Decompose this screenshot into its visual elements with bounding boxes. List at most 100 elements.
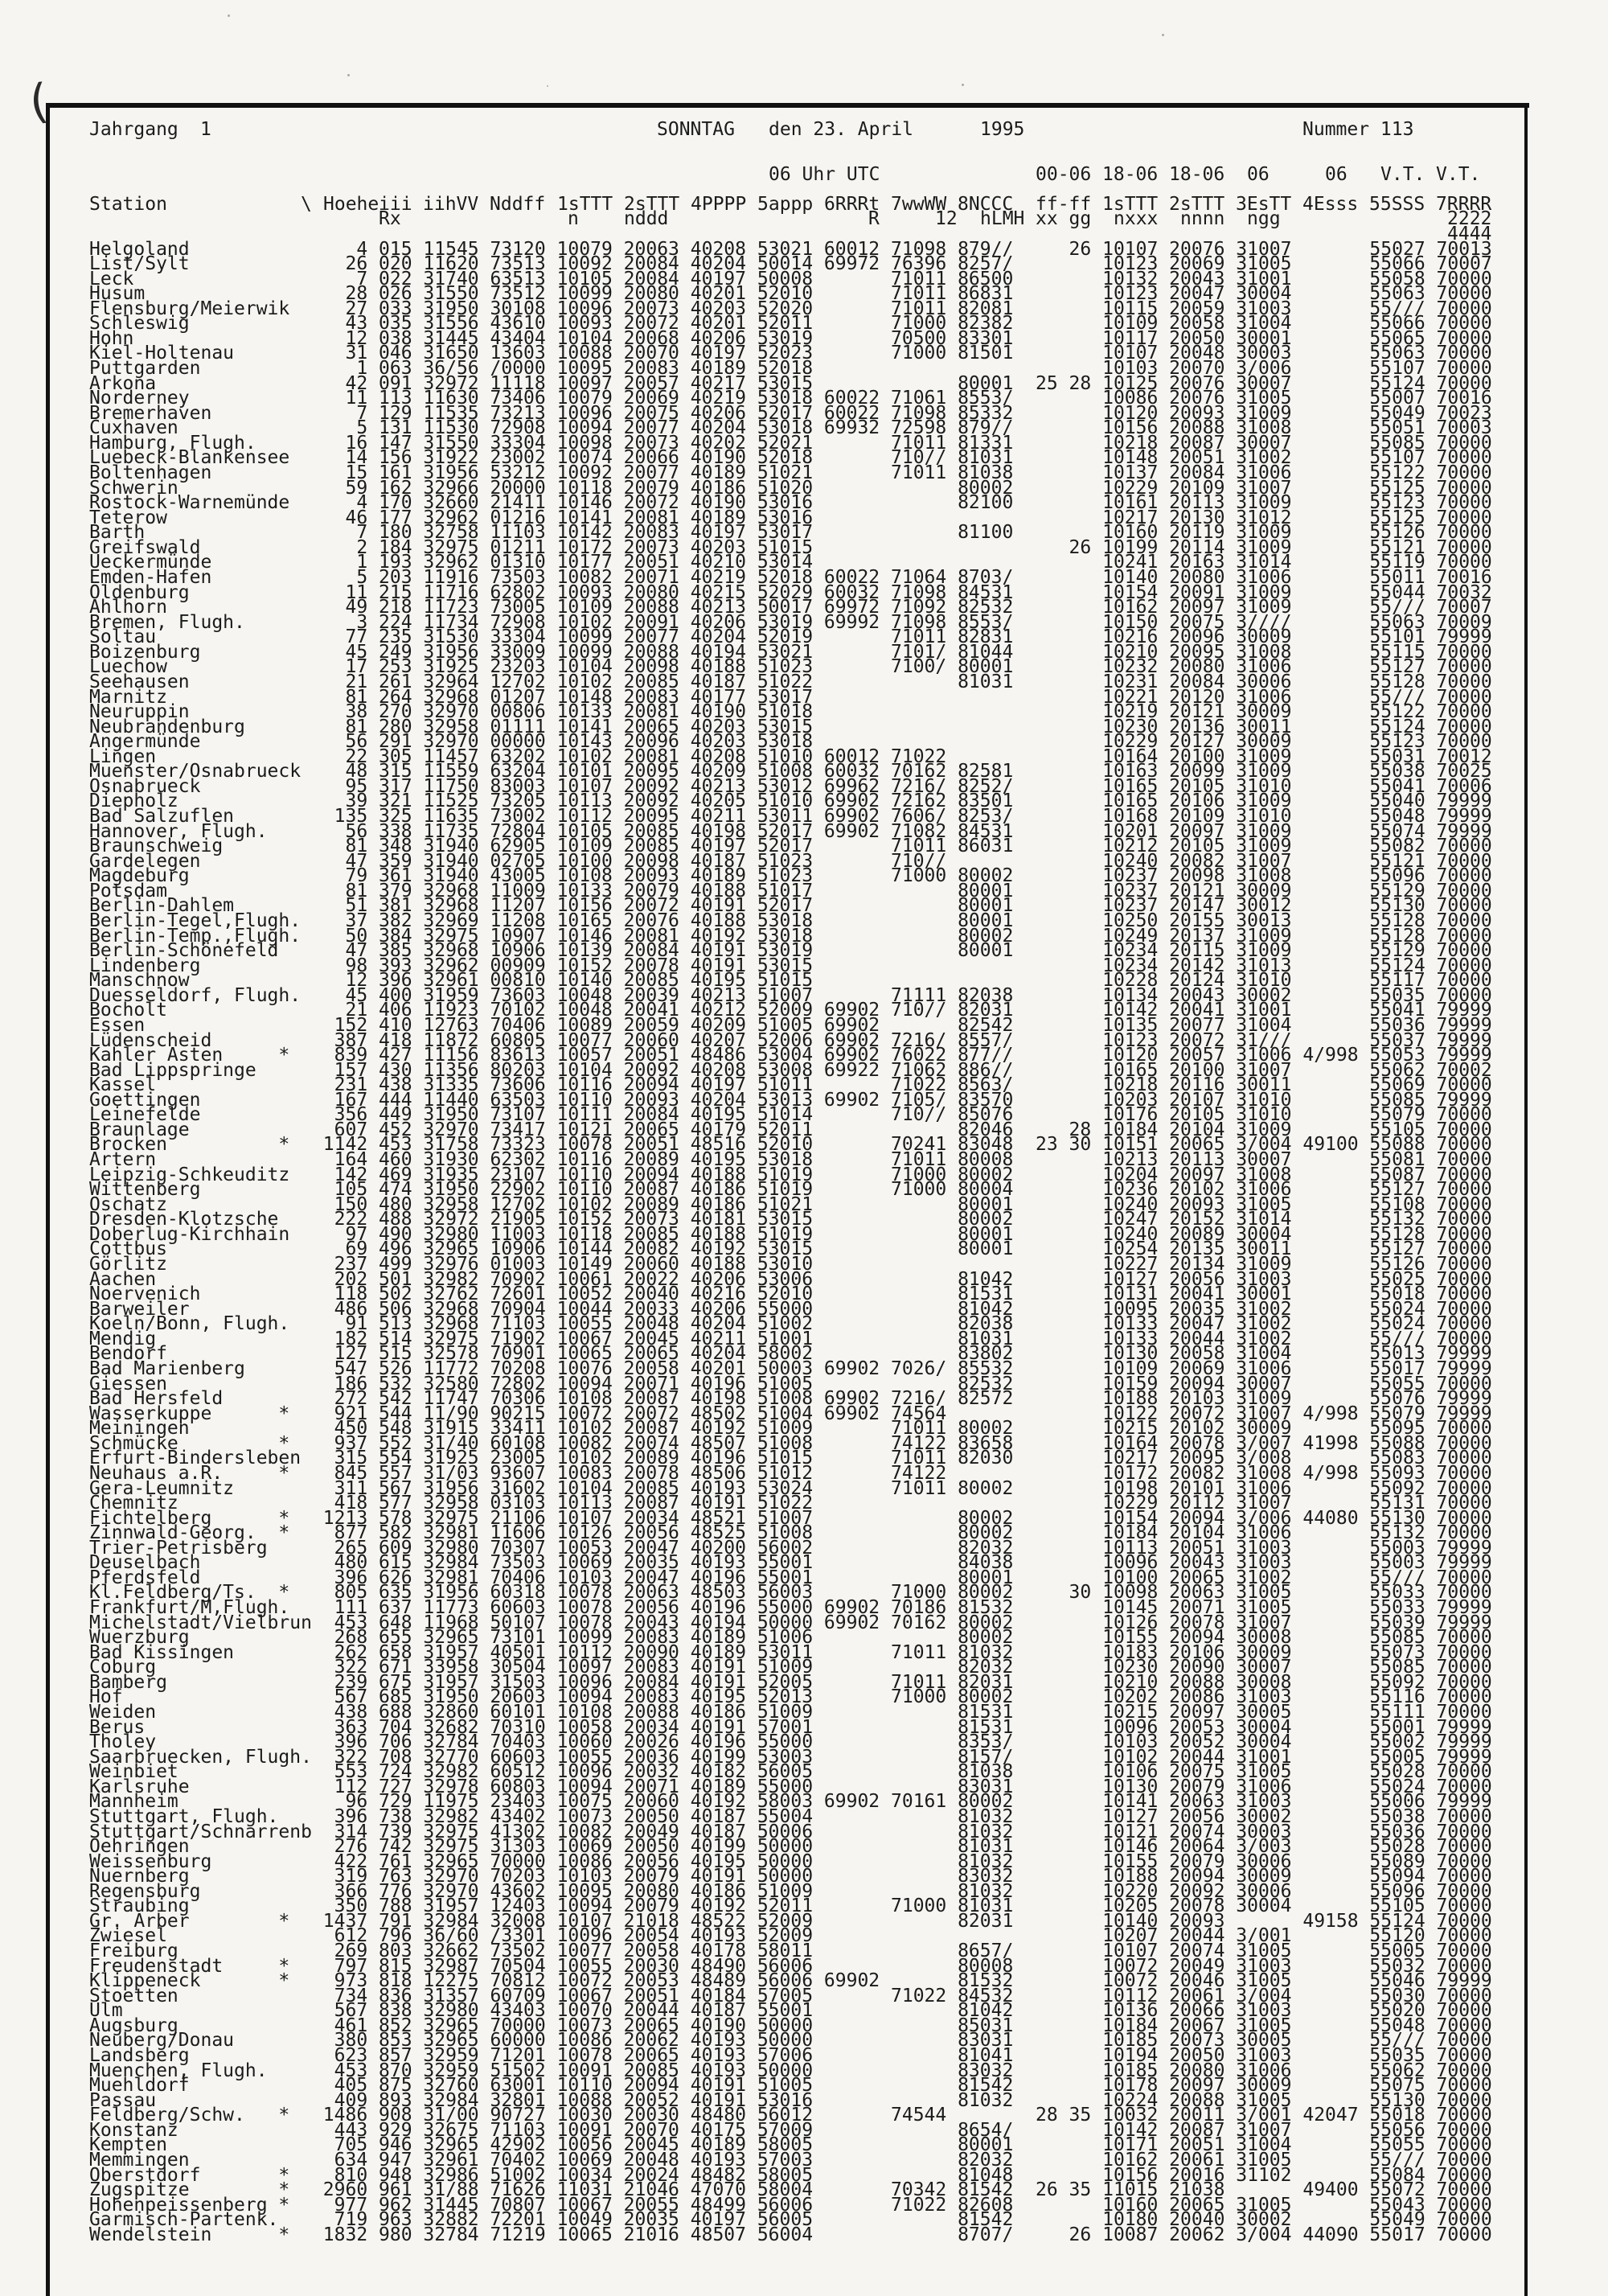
table-row: Trier-Petrisberg 265 609 32980 70307 100… (89, 1537, 1492, 1559)
col-iii: iii (379, 193, 412, 215)
table-row: Wittenberg 105 474 31950 22902 10110 200… (89, 1179, 1492, 1201)
table-row: Bremerhaven 7 129 11535 73213 10096 2007… (89, 402, 1492, 424)
table-row: Bad Hersfeld 272 542 11747 70306 10108 2… (89, 1388, 1492, 1410)
table-row: Görlitz 237 499 32976 01003 10149 20060 … (89, 1254, 1492, 1275)
table-row: Ahlhorn 49 218 11723 73005 10109 20088 4… (89, 597, 1492, 618)
table-row: Manschnow 12 396 32961 00810 10140 20085… (89, 970, 1492, 992)
table-row: Bad Marienberg 547 526 11772 70208 10076… (89, 1357, 1492, 1379)
table-row: Garmisch-Partenk. 719 963 32882 72201 10… (89, 2209, 1492, 2231)
table-row: Bremen, Flugh. 3 224 11734 72908 10102 2… (89, 611, 1492, 633)
table-row: Bamberg 239 675 31957 31503 10096 20084 … (89, 1671, 1492, 1693)
table-row: Wuerzburg 268 655 32965 73101 10099 2008… (89, 1627, 1492, 1649)
sub-hlmh: hLMH (980, 208, 1025, 230)
table-row: Hannover, Flugh. 56 338 11735 72804 1010… (89, 820, 1492, 842)
col-nddff: Nddff (490, 193, 546, 215)
table-row: Weissenburg 422 761 32965 70000 10086 20… (89, 1850, 1492, 1872)
handwritten-paren-mark: ( (21, 72, 55, 130)
table-row: Teterow 46 177 32962 01216 10141 20081 4… (89, 507, 1492, 528)
table-row: Cuxhaven 5 131 11530 72908 10094 20077 4… (89, 417, 1492, 439)
table-row: Aachen 202 501 32982 70902 10061 20022 4… (89, 1268, 1492, 1290)
table-row: Angermünde 56 291 32970 00000 10143 2009… (89, 731, 1492, 753)
table-row: Helgoland 4 015 11545 73120 10079 20063 … (89, 238, 1492, 260)
page-border-top (48, 103, 1529, 108)
jahrgang-label: Jahrgang (89, 119, 178, 140)
table-row: Puttgarden 1 063 36/56 /0000 10095 20083… (89, 358, 1492, 380)
table-row: Passau 409 893 32984 32801 10088 20052 4… (89, 2089, 1492, 2111)
table-row: Braunschweig 81 348 31940 62905 10109 20… (89, 836, 1492, 857)
table-row: Lüdenscheid 387 418 11872 60805 10077 20… (89, 1029, 1492, 1051)
title-line: Jahrgang 1 SONNTAG den 23. April 1995 Nu… (89, 121, 1413, 138)
scan-speckle (1162, 34, 1164, 36)
col-2sttt: 2sTTT (624, 193, 680, 215)
table-row: Regensburg 366 776 32970 43602 10095 200… (89, 1880, 1492, 1902)
table-row: Leinefelde 356 449 31950 73107 10111 200… (89, 1104, 1492, 1126)
table-row: Leipzig-Schkeuditz 142 469 31935 23107 1… (89, 1164, 1492, 1185)
tick-mark: \ (301, 193, 312, 215)
table-row: Oehringen 276 742 32975 31303 10069 2005… (89, 1836, 1492, 1858)
table-row: Barweiler 486 506 32968 70904 10044 2003… (89, 1298, 1492, 1320)
table-row: Karlsruhe 112 727 32978 60803 10094 2007… (89, 1776, 1492, 1797)
table-row: Muenchen, Flugh. 453 870 32959 51502 100… (89, 2060, 1492, 2081)
table-row: Berlin-Dahlem 51 381 32968 11207 10156 2… (89, 895, 1492, 917)
table-row: Neuberg/Donau 380 853 32965 60000 10086 … (89, 2030, 1492, 2052)
table-row: Braunlage 607 452 32970 73417 10121 2006… (89, 1119, 1492, 1140)
col-4pppp: 4PPPP (691, 193, 747, 215)
col-station: Station (89, 193, 167, 215)
table-row: Essen 152 410 12763 70406 10089 20059 40… (89, 1014, 1492, 1036)
table-row: Marnitz 81 264 32968 01207 10148 20083 4… (89, 686, 1492, 708)
sub-4444: 4444 (1447, 223, 1492, 244)
issue-number: Nummer 113 (1302, 119, 1414, 140)
table-row: Giessen 186 532 32580 72802 10094 20071 … (89, 1373, 1492, 1394)
table-row: Bad Kissingen 262 658 31957 40501 10112 … (89, 1641, 1492, 1663)
table-row: Muehldorf 405 875 32760 63001 10110 2009… (89, 2075, 1492, 2097)
page-border-right (1524, 103, 1528, 2296)
period-18-06: 18-06 (1102, 163, 1159, 185)
table-row: List/Sylt 26 020 11620 73513 10092 20084… (89, 253, 1492, 275)
table-row: Noervenich 118 502 32762 72601 10052 200… (89, 1284, 1492, 1305)
date: den 23. April (769, 119, 914, 140)
table-row: Flensburg/Meierwik 27 033 31950 30108 10… (89, 298, 1492, 319)
col-ffff: ff-ff (1036, 193, 1092, 215)
table-row: Bad Lippspringe 157 430 11356 80203 1010… (89, 1059, 1492, 1081)
table-row: Saarbruecken, Flugh. 322 708 32770 60603… (89, 1746, 1492, 1768)
table-row: Hamburg, Flugh. 16 147 31550 33304 10098… (89, 432, 1492, 454)
col-3estt: 3EsTT (1236, 193, 1292, 215)
table-row: Stoetten 734 836 31357 60709 10067 20051… (89, 1985, 1492, 2006)
col-4esss: 4Esss (1302, 193, 1359, 215)
table-row: Konstanz 443 929 32675 71103 10091 20070… (89, 2119, 1492, 2141)
col-2sttt-2: 2sTTT (1169, 193, 1225, 215)
table-row: Dresden-Klotzsche 222 488 32972 21905 10… (89, 1209, 1492, 1230)
table-row: Bendorf 127 515 32578 70901 10065 20065 … (89, 1343, 1492, 1365)
table-row: Gr. Arber * 1437 791 32984 32008 10107 2… (89, 1910, 1492, 1932)
col-1sttt-2: 1sTTT (1102, 193, 1159, 215)
table-row: Zwiesel 612 796 36/60 /3301 10096 20054 … (89, 1925, 1492, 1947)
table-row: Freiburg 269 803 32662 73502 10077 20058… (89, 1941, 1492, 1962)
table-row: Brocken * 1142 453 31758 73323 10078 200… (89, 1134, 1492, 1156)
table-row: Augsburg 461 852 32965 70000 10073 20065… (89, 2015, 1492, 2036)
table-row: Luechow 17 253 31925 23203 10104 20098 4… (89, 656, 1492, 678)
table-row: Weiden 438 688 32860 60101 10108 20088 4… (89, 1701, 1492, 1723)
time-label: 06 Uhr UTC (769, 163, 880, 185)
sub-12: 12 (935, 208, 958, 230)
sub-2222: 2222 (1447, 208, 1492, 230)
table-row: Schwerin 59 162 32966 20000 10118 20079 … (89, 477, 1492, 499)
table-row: Greifswald 2 184 32975 01211 10172 20073… (89, 536, 1492, 558)
table-row: Oschatz 150 480 32958 12702 10102 20089 … (89, 1193, 1492, 1215)
table-row: Straubing 350 788 31957 12403 10094 2007… (89, 1896, 1492, 1917)
sub-r: R (868, 208, 880, 230)
col-6rrrt: 6RRRt (824, 193, 880, 215)
table-row: Berus 363 704 32682 70310 10058 20034 40… (89, 1716, 1492, 1738)
period-header-line: 06 Uhr UTC 00-06 18-06 18-06 06 06 V.T. … (89, 165, 1480, 183)
table-row: Kiel-Holtenau 31 046 31650 13603 10088 2… (89, 343, 1492, 364)
table-row: Zinnwald-Georg. * 877 582 32981 11606 10… (89, 1522, 1492, 1544)
table-row: Wasserkuppe * 921 544 11/90 90215 10072 … (89, 1403, 1492, 1424)
sub-nddd: nddd (624, 208, 669, 230)
table-row: Hohn 12 038 31445 43404 10104 20068 4020… (89, 327, 1492, 349)
table-row: Memmingen 634 947 32961 70402 10069 2004… (89, 2149, 1492, 2171)
sub-nnnn: nnnn (1180, 208, 1225, 230)
col-5appp: 5appp (757, 193, 814, 215)
table-row: Feldberg/Schw. * 1486 908 31/00 90727 10… (89, 2105, 1492, 2126)
table-row: Zugspitze * 2960 961 31/88 71626 11031 2… (89, 2179, 1492, 2201)
table-row: Nuernberg 319 763 32970 70203 10103 2007… (89, 1866, 1492, 1887)
table-row: Chemnitz 418 577 32958 03103 10113 20087… (89, 1493, 1492, 1514)
